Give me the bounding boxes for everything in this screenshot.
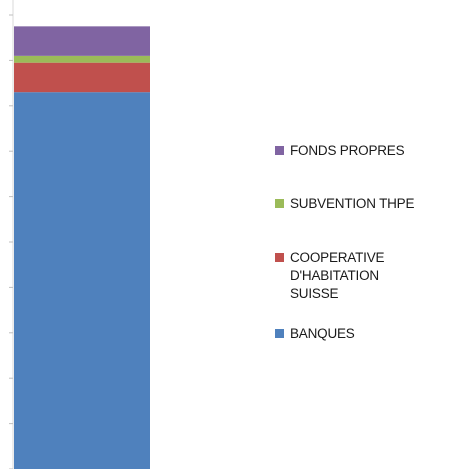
legend-label-fonds-propres: FONDS PROPRES bbox=[290, 143, 405, 158]
legend-swatch-subvention-thpe bbox=[275, 199, 284, 208]
legend-swatch-banques bbox=[275, 329, 284, 338]
legend-item-fonds-propres: FONDS PROPRES bbox=[275, 142, 460, 160]
legend-item-banques: BANQUES bbox=[275, 325, 460, 343]
bar-segment-subvention-thpe bbox=[14, 55, 150, 63]
legend-label-cooperative: COOPERATIVE D'HABITATION SUISSE bbox=[290, 250, 385, 301]
legend-item-subvention-thpe: SUBVENTION THPE bbox=[275, 195, 460, 213]
legend-label-subvention-thpe: SUBVENTION THPE bbox=[290, 196, 415, 211]
bar-stack bbox=[14, 26, 150, 469]
legend-label-banques: BANQUES bbox=[290, 326, 355, 341]
legend-swatch-cooperative bbox=[275, 253, 284, 262]
bar-segment-banques bbox=[14, 92, 150, 469]
legend-swatch-fonds-propres bbox=[275, 146, 284, 155]
bar-segment-fonds-propres bbox=[14, 26, 150, 56]
y-axis bbox=[9, 0, 14, 469]
legend-item-cooperative: COOPERATIVE D'HABITATION SUISSE bbox=[275, 249, 460, 303]
bar-segment-cooperative-d-habitation-suisse bbox=[14, 62, 150, 93]
